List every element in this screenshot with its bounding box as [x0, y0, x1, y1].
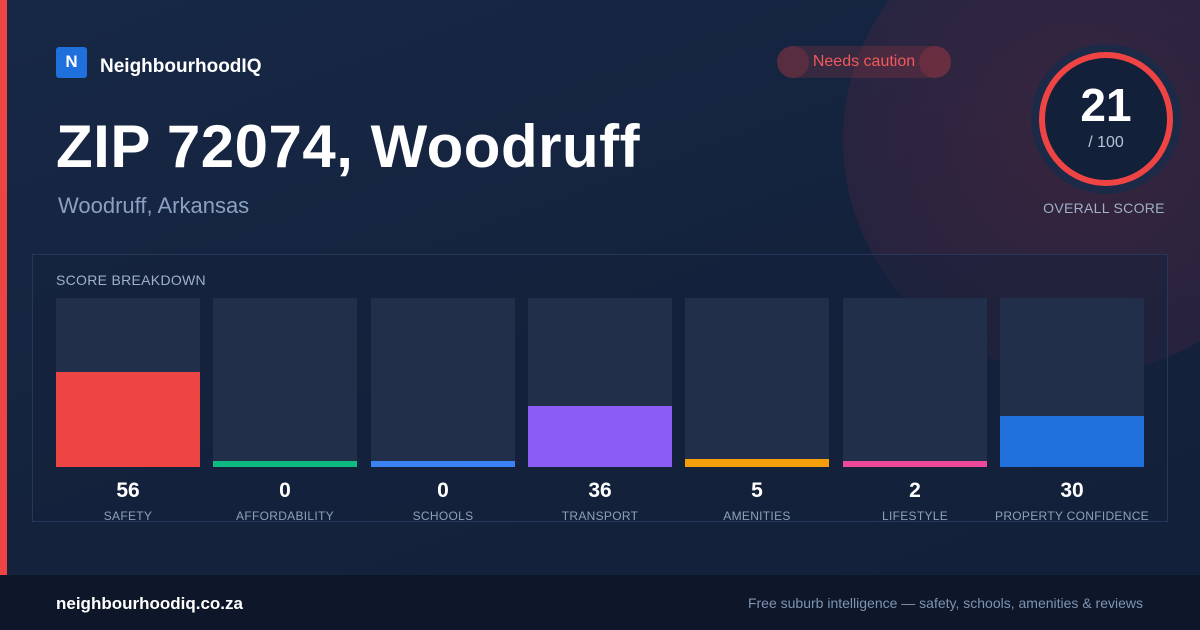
bar-track-transport: [528, 298, 672, 467]
overall-score-max: / 100: [1088, 134, 1124, 151]
brand[interactable]: N NeighbourhoodIQ: [56, 46, 261, 78]
bar-label-amenities: AMENITIES: [723, 509, 791, 523]
score-ring-icon: [1039, 52, 1173, 186]
bar-track-lifestyle: [843, 298, 987, 467]
bar-safety: [56, 372, 200, 467]
score-breakdown-title: SCORE BREAKDOWN: [56, 272, 206, 288]
brand-name: NeighbourhoodIQ: [100, 56, 262, 77]
bar-lifestyle: [843, 461, 987, 467]
footer-tagline: Free suburb intelligence — safety, schoo…: [747, 595, 1143, 611]
bar-affordability: [213, 461, 357, 467]
bar-track-amenities: [685, 298, 829, 467]
bar-label-safety: SAFETY: [103, 509, 153, 523]
bar-label-schools: SCHOOLS: [412, 509, 474, 523]
overall-score-value: 21: [1080, 79, 1132, 131]
overall-score-label: OVERALL SCORE: [1043, 200, 1165, 216]
bar-schools: [371, 461, 515, 467]
bar-value-lifestyle: 2: [909, 479, 921, 502]
brand-logo-icon: N: [56, 46, 87, 78]
bar-track-property-confidence: [1000, 298, 1144, 467]
bar-value-property-confidence: 30: [1060, 479, 1084, 502]
bar-value-amenities: 5: [751, 479, 763, 502]
bar-label-property-confidence: PROPERTY CONFIDENCE: [995, 509, 1149, 523]
accent-bar: [0, 0, 7, 575]
status-badge-label: Needs caution: [812, 53, 916, 70]
bar-transport: [528, 406, 672, 467]
footer-domain-link[interactable]: neighbourhoodiq.co.za: [56, 594, 243, 613]
bar-value-affordability: 0: [279, 479, 291, 502]
bar-track-safety: [56, 298, 200, 467]
overall-score-gauge: 21 / 100: [1031, 44, 1181, 194]
footer: neighbourhoodiq.co.za Free suburb intell…: [0, 575, 1200, 630]
bar-track-schools: [371, 298, 515, 467]
status-badge: Needs caution: [777, 46, 951, 78]
location-subtitle: Woodruff, Arkansas: [58, 193, 250, 218]
bar-value-transport: 36: [588, 479, 612, 502]
bar-track-affordability: [213, 298, 357, 467]
bar-property-confidence: [1000, 416, 1144, 467]
bar-label-affordability: AFFORDABILITY: [236, 509, 334, 523]
bar-value-schools: 0: [437, 479, 449, 502]
bar-label-transport: TRANSPORT: [561, 509, 639, 523]
bar-value-safety: 56: [116, 479, 140, 502]
bar-label-lifestyle: LIFESTYLE: [881, 509, 949, 523]
bar-amenities: [685, 459, 829, 467]
score-ring-circle: [1039, 52, 1173, 186]
page-title: ZIP 72074, Woodruff: [56, 113, 641, 180]
